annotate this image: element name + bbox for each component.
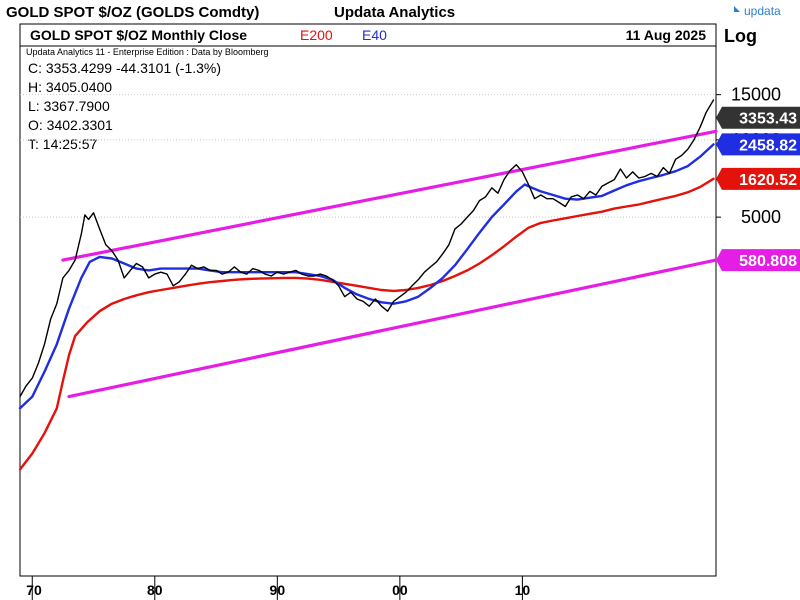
value-tag-last: 3353.43 bbox=[716, 106, 800, 129]
series-channel-upper-line bbox=[61, 129, 718, 262]
x-tick-label: 80 bbox=[147, 582, 163, 598]
x-tick-label: 10 bbox=[515, 582, 531, 598]
low-readout: L: 3367.7900 bbox=[28, 98, 110, 114]
series-price-line bbox=[19, 99, 715, 398]
edition-text: Updata Analytics 11 - Enterprise Edition… bbox=[26, 47, 268, 57]
value-tag-e40: 2458.82 bbox=[716, 133, 800, 156]
value-tag-background bbox=[716, 106, 800, 129]
value-tag-e200: 1620.52 bbox=[716, 167, 800, 190]
series-e200-line bbox=[18, 177, 715, 471]
value-tag-background bbox=[716, 249, 800, 272]
x-tick-label: 90 bbox=[270, 582, 286, 598]
open-readout: O: 3402.3301 bbox=[28, 117, 113, 133]
time-readout: T: 14:25:57 bbox=[28, 136, 97, 152]
updata-logo: updata bbox=[734, 4, 781, 18]
instrument-title: GOLD SPOT $/OZ (GOLDS Comdty) bbox=[6, 4, 259, 21]
value-tag-label: 3353.43 bbox=[739, 111, 797, 128]
value-tag-background bbox=[716, 167, 800, 190]
value-tag-label: 1620.52 bbox=[739, 172, 797, 189]
high-readout: H: 3405.0400 bbox=[28, 79, 112, 95]
logo-text: updata bbox=[744, 4, 781, 18]
logo-icon bbox=[734, 6, 740, 12]
x-tick-label: 00 bbox=[392, 582, 408, 598]
x-axis: 70 80 90 00 10 bbox=[26, 576, 530, 600]
value-tag-label: 580.808 bbox=[739, 253, 797, 270]
chart-date: 11 Aug 2025 bbox=[626, 27, 707, 43]
grid-layer bbox=[20, 94, 716, 218]
series-e40-line bbox=[18, 143, 715, 410]
chart-title: GOLD SPOT $/OZ Monthly Close bbox=[30, 27, 247, 43]
value-tag-channel: 580.808 bbox=[716, 249, 800, 272]
scale-label: Log bbox=[724, 26, 757, 46]
x-tick-label: 70 bbox=[26, 582, 42, 598]
e200-label: E200 bbox=[300, 27, 333, 43]
y-tick-label: 5000 bbox=[741, 207, 781, 227]
series-channel-lower-line bbox=[67, 258, 718, 399]
close-readout: C: 3353.4299 -44.3101 (-1.3%) bbox=[28, 60, 221, 76]
value-tag-label: 2458.82 bbox=[739, 137, 797, 154]
series-layer bbox=[18, 99, 718, 471]
y-axis: 150001000050003353.432458.821620.52580.8… bbox=[716, 85, 800, 272]
e40-label: E40 bbox=[362, 27, 387, 43]
vendor-title: Updata Analytics bbox=[334, 4, 455, 21]
y-tick-label: 15000 bbox=[731, 85, 781, 105]
value-tag-background bbox=[716, 133, 800, 156]
